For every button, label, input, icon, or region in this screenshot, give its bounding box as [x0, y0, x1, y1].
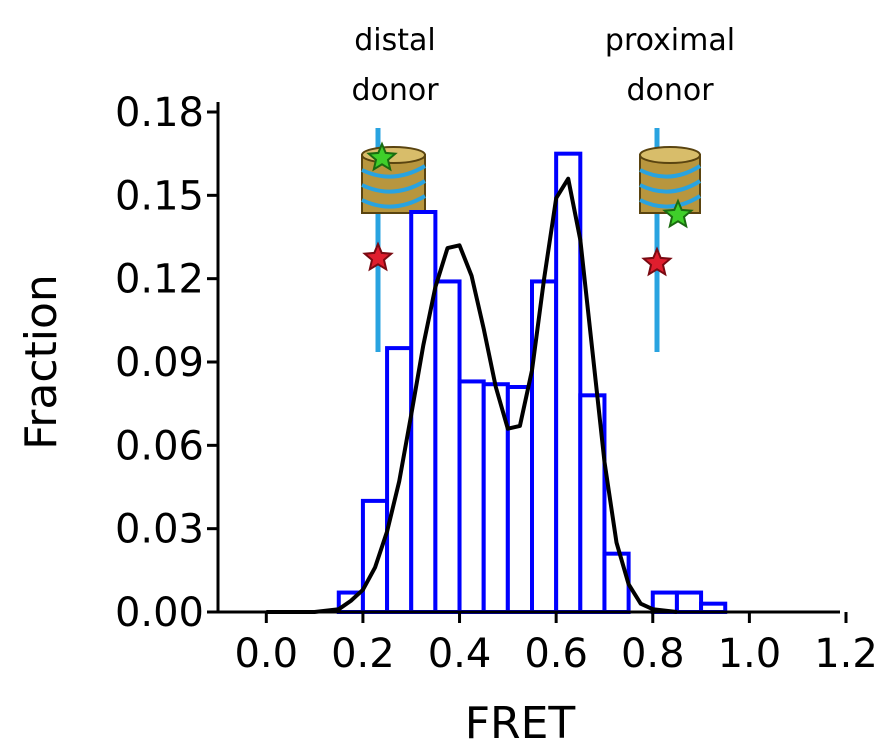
bar: [360, 498, 390, 614]
x-tick-label: 0.2: [331, 631, 395, 677]
x-tick-label: 0.4: [428, 631, 492, 677]
x-axis-label: FRET: [465, 698, 576, 748]
x-tick-label: 0.6: [524, 631, 588, 677]
x-tick-label: 1.2: [814, 631, 878, 677]
bar: [674, 590, 704, 614]
bar: [409, 210, 438, 614]
y-tick-label: 0.15: [115, 173, 204, 219]
bar: [457, 379, 486, 615]
annotation: proximal: [605, 23, 735, 58]
x-tick-label: 0.0: [234, 631, 298, 677]
y-axis-label: Fraction: [16, 274, 67, 450]
fluorophore: [366, 141, 398, 172]
bar: [554, 151, 583, 615]
bar: [481, 382, 510, 614]
fluorophore: [362, 241, 394, 272]
annotation: distal: [354, 23, 436, 58]
y-tick-label: 0.06: [115, 423, 204, 469]
schematic: [361, 128, 702, 352]
bar: [602, 551, 631, 615]
x-tick-label: 1.0: [718, 631, 782, 677]
nucleosome-top: [639, 146, 701, 164]
dna-wrap: [639, 164, 702, 209]
y-tick-label: 0.18: [115, 90, 204, 136]
annotation: donor: [351, 73, 439, 108]
y-tick-label: 0.12: [115, 257, 204, 303]
annotation: donor: [626, 73, 714, 108]
fluorophore: [662, 198, 694, 229]
dna-wrap: [361, 164, 427, 209]
x-tick-label: 0.8: [621, 631, 685, 677]
fluorophore: [641, 246, 673, 277]
y-tick-label: 0.00: [115, 590, 204, 636]
y-tick-label: 0.09: [115, 340, 204, 386]
fit-curve: [266, 176, 678, 614]
y-tick-label: 0.03: [115, 507, 204, 553]
bar: [433, 279, 462, 614]
